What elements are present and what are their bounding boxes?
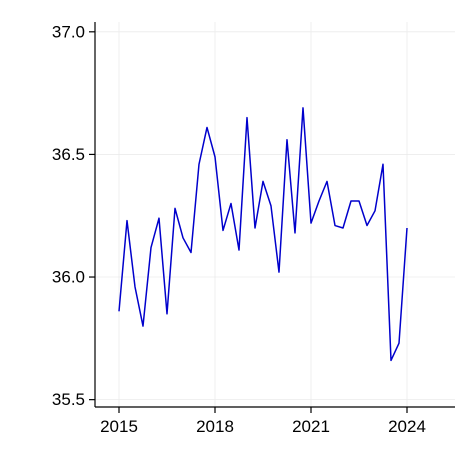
x-tick-label: 2021 [292, 417, 330, 436]
y-tick-label: 36.5 [52, 145, 85, 164]
gridlines [95, 22, 455, 407]
x-tick-label: 2018 [196, 417, 234, 436]
x-tick-label: 2024 [388, 417, 426, 436]
y-tick-label: 37.0 [52, 22, 85, 41]
y-tick-label: 36.0 [52, 268, 85, 287]
y-axis-ticks: 35.5 36.0 36.5 37.0 [52, 22, 95, 409]
series-line [118, 107, 408, 362]
x-axis-ticks: 2015 2018 2021 2024 [100, 407, 426, 436]
x-tick-label: 2015 [100, 417, 138, 436]
y-tick-label: 35.5 [52, 390, 85, 409]
series-layer [118, 107, 408, 362]
